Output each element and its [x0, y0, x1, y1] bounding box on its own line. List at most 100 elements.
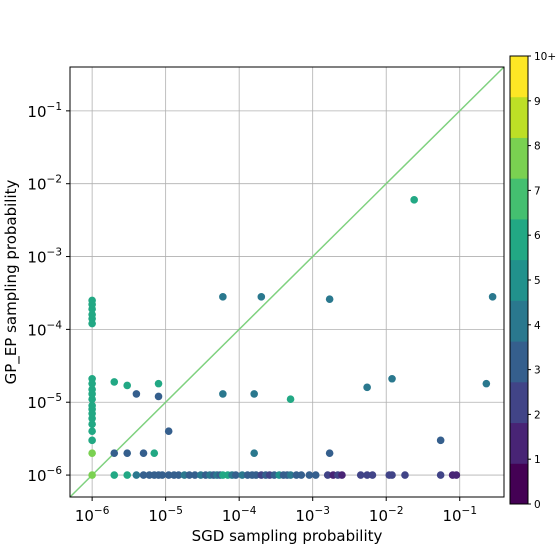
data-point: [88, 420, 96, 428]
colorbar-tick-label: 3: [534, 365, 541, 377]
data-point: [132, 390, 141, 398]
data-point: [356, 471, 365, 479]
reference-diagonal: [69, 66, 505, 498]
data-point: [185, 471, 194, 479]
y-axis-ticks: 10−6 10−5 10−4 10−3 10−2 10−1: [27, 101, 70, 485]
data-point: [286, 471, 295, 479]
x-axis-ticks: 10−6 10−5 10−4 10−3 10−2 10−1: [75, 497, 477, 525]
y-tick-label: 10−1: [27, 101, 62, 121]
data-point: [257, 293, 266, 301]
colorbar-segment: [510, 341, 528, 383]
data-point: [88, 390, 96, 398]
data-point: [88, 414, 96, 423]
data-point: [325, 449, 334, 457]
diagonal-line: [69, 66, 505, 498]
x-axis-label: SGD sampling probability: [192, 527, 383, 545]
x-tick-label: 10−2: [369, 505, 404, 525]
y-axis-label: GP_EP sampling probability: [2, 179, 21, 384]
data-point: [110, 471, 119, 479]
colorbar-tick-label: 6: [534, 230, 541, 242]
colorbar-tick-label: 2: [534, 409, 541, 421]
grid-lines: [70, 67, 504, 497]
colorbar-tick-label: 0: [534, 499, 541, 511]
plot-frame: [69, 66, 505, 498]
data-point: [323, 471, 332, 479]
data-point: [250, 449, 258, 457]
colorbar-tick-label: 4: [534, 320, 541, 332]
data-point: [238, 471, 247, 479]
data-point: [452, 471, 461, 479]
colorbar-segment: [510, 422, 528, 464]
y-tick-label: 10−2: [27, 174, 62, 194]
x-tick-label: 10−3: [295, 505, 330, 525]
data-point: [311, 471, 320, 479]
data-point: [368, 471, 377, 479]
data-point: [488, 293, 497, 301]
y-tick-label: 10−3: [27, 247, 62, 267]
data-point: [110, 378, 119, 386]
colorbar: 0 1 2 3 4 5 6 7 8 9 10+: [509, 51, 556, 511]
data-point: [150, 449, 159, 457]
y-tick-label: 10−4: [27, 319, 62, 339]
data-point: [154, 379, 163, 388]
data-point: [88, 427, 96, 436]
data-point: [123, 381, 132, 390]
colorbar-segment: [510, 96, 528, 138]
data-point: [305, 471, 314, 479]
data-point: [436, 436, 445, 445]
data-point: [88, 395, 96, 404]
colorbar-segment: [510, 300, 528, 342]
colorbar-segment: [510, 259, 528, 301]
data-point: [88, 436, 96, 445]
data-point: [123, 471, 132, 479]
data-point: [436, 471, 445, 479]
data-point: [286, 395, 295, 404]
data-point: [338, 471, 346, 479]
data-point: [388, 374, 396, 383]
x-tick-label: 10−5: [148, 505, 183, 525]
data-point: [363, 383, 371, 392]
data-point: [88, 471, 96, 479]
data-point: [132, 471, 141, 479]
data-point: [325, 295, 334, 303]
data-point: [164, 471, 173, 479]
data-point: [297, 471, 306, 479]
data-point: [410, 196, 418, 204]
data-point: [388, 471, 396, 479]
x-tick-label: 10−1: [442, 505, 477, 525]
data-point: [88, 449, 96, 457]
colorbar-segment: [510, 178, 528, 220]
y-tick-label: 10−6: [27, 465, 62, 485]
data-point: [363, 471, 371, 479]
colorbar-tick-label: 8: [534, 141, 541, 153]
data-point: [139, 471, 148, 479]
colorbar-segment: [510, 56, 528, 98]
data-point: [123, 449, 132, 457]
colorbar-tick-label: 7: [534, 185, 541, 197]
data-point: [88, 319, 96, 328]
colorbar-segment: [510, 463, 528, 505]
colorbar-tick-label: 10+: [534, 51, 556, 63]
colorbar-segment: [510, 218, 528, 261]
colorbar-segment: [510, 137, 528, 179]
colorbar-tick-label: 9: [534, 96, 541, 108]
data-point: [250, 390, 258, 398]
data-point: [232, 471, 240, 479]
data-point: [482, 379, 491, 388]
data-points: [88, 196, 497, 479]
data-point: [164, 427, 173, 436]
data-point: [219, 293, 227, 301]
y-tick-label: 10−5: [27, 392, 62, 412]
data-point: [401, 471, 409, 479]
data-point: [174, 471, 183, 479]
x-tick-label: 10−6: [75, 505, 110, 525]
data-point: [110, 449, 119, 457]
colorbar-tick-label: 1: [534, 454, 541, 466]
colorbar-segment: [510, 381, 528, 424]
x-tick-label: 10−4: [222, 505, 257, 525]
data-point: [154, 392, 163, 401]
data-point: [139, 449, 148, 457]
data-point: [88, 305, 96, 313]
data-point: [158, 471, 167, 479]
